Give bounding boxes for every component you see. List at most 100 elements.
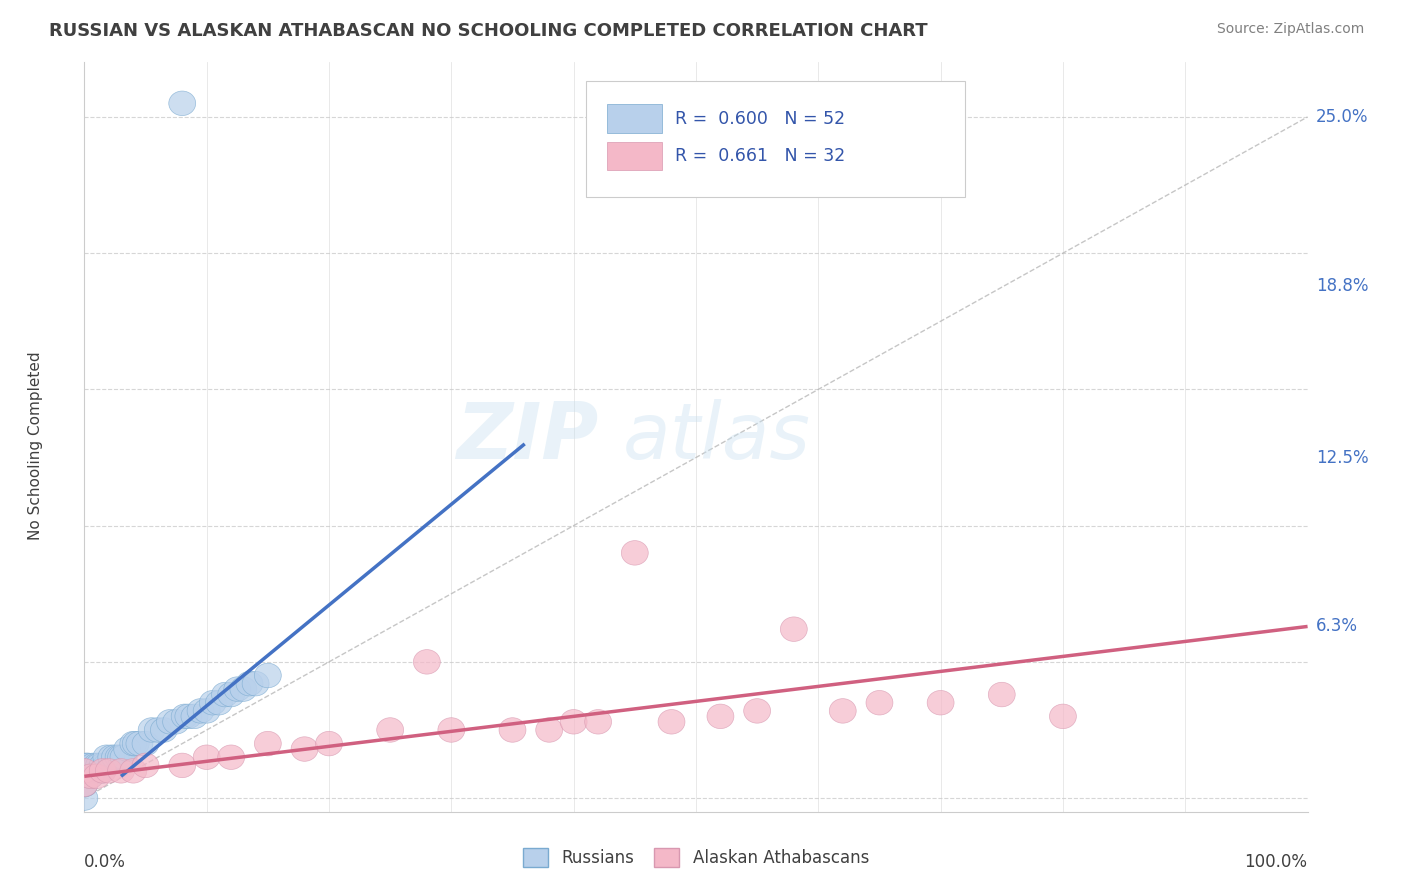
Ellipse shape — [70, 772, 98, 797]
Ellipse shape — [75, 758, 101, 783]
Ellipse shape — [437, 718, 465, 742]
Ellipse shape — [169, 753, 195, 778]
Text: 25.0%: 25.0% — [1316, 108, 1368, 126]
Ellipse shape — [315, 731, 343, 756]
Ellipse shape — [211, 682, 239, 706]
Ellipse shape — [172, 704, 198, 729]
Ellipse shape — [242, 672, 269, 696]
Ellipse shape — [224, 677, 250, 701]
Text: RUSSIAN VS ALASKAN ATHABASCAN NO SCHOOLING COMPLETED CORRELATION CHART: RUSSIAN VS ALASKAN ATHABASCAN NO SCHOOLI… — [49, 22, 928, 40]
Ellipse shape — [254, 664, 281, 688]
Ellipse shape — [658, 709, 685, 734]
Text: atlas: atlas — [623, 399, 810, 475]
Ellipse shape — [988, 682, 1015, 706]
Ellipse shape — [105, 745, 132, 770]
Text: ZIP: ZIP — [456, 399, 598, 475]
Ellipse shape — [413, 649, 440, 674]
Text: R =  0.600   N = 52: R = 0.600 N = 52 — [675, 110, 845, 128]
Text: R =  0.661   N = 32: R = 0.661 N = 32 — [675, 147, 845, 165]
Ellipse shape — [83, 758, 110, 783]
Text: No Schooling Completed: No Schooling Completed — [28, 351, 42, 541]
Ellipse shape — [291, 737, 318, 761]
Ellipse shape — [120, 758, 146, 783]
Ellipse shape — [707, 704, 734, 729]
Ellipse shape — [86, 758, 112, 783]
Ellipse shape — [145, 718, 172, 742]
Ellipse shape — [73, 753, 100, 778]
Ellipse shape — [93, 745, 120, 770]
Ellipse shape — [75, 753, 101, 778]
Ellipse shape — [236, 672, 263, 696]
Ellipse shape — [101, 745, 128, 770]
Ellipse shape — [70, 758, 98, 783]
Ellipse shape — [499, 718, 526, 742]
Text: 6.3%: 6.3% — [1316, 617, 1358, 635]
Ellipse shape — [181, 704, 208, 729]
Ellipse shape — [70, 772, 98, 797]
Ellipse shape — [120, 731, 146, 756]
Text: 18.8%: 18.8% — [1316, 277, 1368, 295]
Ellipse shape — [70, 758, 98, 783]
Ellipse shape — [93, 753, 120, 778]
Bar — [606, 104, 662, 133]
Ellipse shape — [163, 709, 190, 734]
Ellipse shape — [98, 745, 125, 770]
Ellipse shape — [77, 764, 104, 789]
Ellipse shape — [744, 698, 770, 723]
Ellipse shape — [254, 731, 281, 756]
Ellipse shape — [1049, 704, 1077, 729]
Ellipse shape — [83, 764, 110, 789]
Ellipse shape — [138, 718, 165, 742]
Ellipse shape — [156, 709, 183, 734]
Ellipse shape — [150, 718, 177, 742]
Ellipse shape — [83, 753, 110, 778]
Ellipse shape — [89, 758, 117, 783]
Text: 100.0%: 100.0% — [1244, 853, 1308, 871]
Ellipse shape — [80, 753, 107, 778]
Text: Source: ZipAtlas.com: Source: ZipAtlas.com — [1216, 22, 1364, 37]
Ellipse shape — [110, 745, 136, 770]
Ellipse shape — [132, 753, 159, 778]
Ellipse shape — [73, 758, 100, 783]
FancyBboxPatch shape — [586, 81, 965, 197]
Ellipse shape — [200, 690, 226, 715]
Ellipse shape — [536, 718, 562, 742]
Ellipse shape — [169, 91, 195, 116]
Text: 0.0%: 0.0% — [84, 853, 127, 871]
Ellipse shape — [70, 758, 98, 783]
Ellipse shape — [205, 690, 232, 715]
Ellipse shape — [89, 758, 117, 783]
Ellipse shape — [96, 758, 122, 783]
Ellipse shape — [77, 764, 104, 789]
Ellipse shape — [218, 682, 245, 706]
Ellipse shape — [174, 704, 202, 729]
Legend: Russians, Alaskan Athabascans: Russians, Alaskan Athabascans — [523, 848, 869, 867]
Text: 12.5%: 12.5% — [1316, 449, 1368, 467]
Ellipse shape — [560, 709, 588, 734]
Ellipse shape — [193, 698, 221, 723]
Ellipse shape — [193, 745, 221, 770]
Ellipse shape — [927, 690, 955, 715]
Ellipse shape — [122, 731, 149, 756]
Ellipse shape — [108, 745, 135, 770]
Ellipse shape — [187, 698, 214, 723]
Ellipse shape — [108, 758, 135, 783]
Ellipse shape — [70, 786, 98, 810]
Ellipse shape — [114, 737, 141, 761]
Ellipse shape — [132, 731, 159, 756]
Bar — [606, 142, 662, 170]
Ellipse shape — [86, 753, 112, 778]
Ellipse shape — [377, 718, 404, 742]
Ellipse shape — [585, 709, 612, 734]
Ellipse shape — [231, 677, 257, 701]
Ellipse shape — [77, 758, 104, 783]
Ellipse shape — [70, 772, 98, 797]
Ellipse shape — [70, 753, 98, 778]
Ellipse shape — [621, 541, 648, 566]
Ellipse shape — [80, 758, 107, 783]
Ellipse shape — [127, 731, 153, 756]
Ellipse shape — [830, 698, 856, 723]
Ellipse shape — [780, 617, 807, 641]
Ellipse shape — [866, 690, 893, 715]
Ellipse shape — [89, 753, 117, 778]
